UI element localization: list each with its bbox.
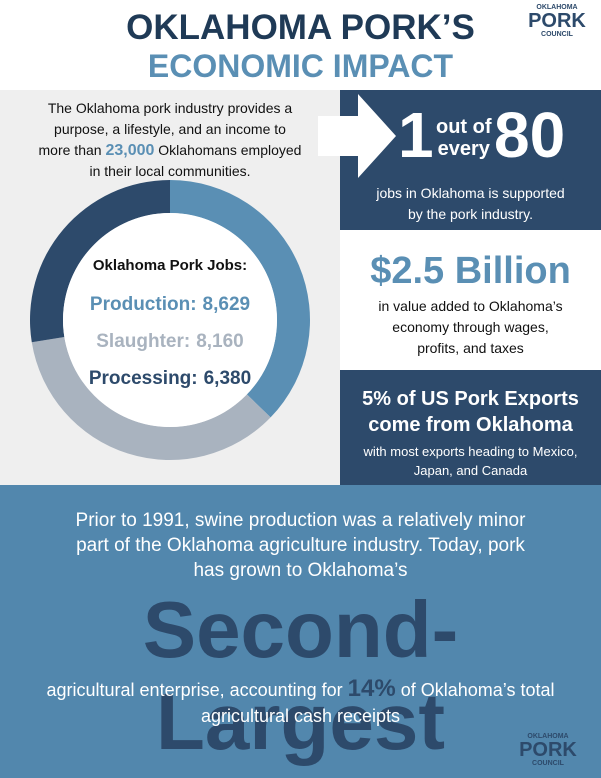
value-headline: $2.5 Billion xyxy=(370,250,571,292)
jobs-denominator: 80 xyxy=(494,99,566,171)
logo-top: OKLAHOMA xyxy=(536,4,578,11)
intro-line: more than 23,000 Oklahomans employed xyxy=(0,140,340,161)
jobs-box xyxy=(340,90,601,230)
title-line-1: OKLAHOMA PORK’S xyxy=(126,8,475,47)
logo-main: PORK xyxy=(519,739,577,761)
donut-segment xyxy=(170,180,310,418)
jobs-caption: jobs in Oklahoma is supported by the por… xyxy=(340,183,601,225)
bottom-panel xyxy=(0,485,601,778)
closing: agricultural enterprise, accounting for … xyxy=(0,676,601,729)
exports-box xyxy=(340,370,601,485)
intro-line: in their local communities. xyxy=(89,163,251,179)
intro-text: more than xyxy=(38,142,102,158)
logo-main: PORK xyxy=(528,10,586,32)
donut-chart: Oklahoma Pork Jobs: Production: 8,629 Slaug… xyxy=(29,180,310,460)
category-label: Production: xyxy=(90,294,197,315)
headline-line: 5% of US Pork Exports xyxy=(362,388,579,410)
logo-top: OKLAHOMA xyxy=(527,733,569,740)
segment-label: Processing: 6,380 xyxy=(89,368,251,389)
logo: OKLAHOMA PORK COUNCIL xyxy=(508,733,588,767)
value-label: 8,160 xyxy=(196,331,244,352)
bottom-line: part of the Oklahoma agriculture industr… xyxy=(76,535,525,556)
chart-title: Oklahoma Pork Jobs: xyxy=(93,257,247,274)
logo-bottom: COUNCIL xyxy=(532,760,564,767)
jobs-connector: out of every xyxy=(436,116,492,160)
bottom-headline: Second-Largest xyxy=(142,585,459,766)
arrow xyxy=(318,94,396,178)
title-line-2: ECONOMIC IMPACT xyxy=(147,48,454,84)
closing-text: of Oklahoma’s total xyxy=(400,680,555,700)
intro-highlight: 23,000 xyxy=(105,142,155,159)
caption-line: Japan, and Canada xyxy=(413,463,528,478)
bottom-text: Prior to 1991, swine production was a re… xyxy=(0,508,601,583)
caption-line: jobs in Oklahoma is supported xyxy=(376,185,565,201)
caption-line: with most exports heading to Mexico, xyxy=(363,444,578,459)
logo: OKLAHOMA PORK COUNCIL xyxy=(520,4,594,38)
donut-segment xyxy=(31,336,271,460)
bottom-line: Prior to 1991, swine production was a re… xyxy=(75,510,526,531)
segment-label: Production: 8,629 xyxy=(90,294,250,315)
exports-headline: 5% of US Pork Exports come from Oklahoma xyxy=(340,386,601,438)
value-label: 8,629 xyxy=(203,294,251,315)
intro-text: Oklahomans employed xyxy=(158,142,302,158)
bottom-line: has grown to Oklahoma’s xyxy=(193,560,408,581)
intro-line: purpose, a lifestyle, and an income to xyxy=(54,121,286,137)
donut-segment xyxy=(29,180,170,343)
headline-line: come from Oklahoma xyxy=(368,414,573,436)
connector-line: every xyxy=(437,138,490,160)
jobs-numerator: 1 xyxy=(398,99,434,171)
caption-line: profits, and taxes xyxy=(417,340,524,356)
exports-caption: with most exports heading to Mexico, Jap… xyxy=(340,442,601,480)
connector-line: out of xyxy=(436,116,492,138)
logo-bottom: COUNCIL xyxy=(541,31,573,38)
caption-line: by the pork industry. xyxy=(407,206,534,222)
category-label: Slaughter: xyxy=(96,331,190,352)
caption-line: in value added to Oklahoma’s xyxy=(378,298,563,314)
donut-hole xyxy=(63,213,277,427)
caption-line: economy through wages, xyxy=(392,319,549,335)
intro: The Oklahoma pork industry provides a pu… xyxy=(0,98,340,182)
intro-line: The Oklahoma pork industry provides a xyxy=(47,100,293,116)
closing-highlight: 14% xyxy=(347,675,396,702)
segment-label: Slaughter: 8,160 xyxy=(96,331,244,352)
closing-text: agricultural enterprise, accounting for xyxy=(46,680,343,700)
closing-line: agricultural cash receipts xyxy=(200,706,401,726)
value-caption: in value added to Oklahoma’s economy thr… xyxy=(340,296,601,359)
value-label: 6,380 xyxy=(204,368,252,389)
closing-line: agricultural enterprise, accounting for … xyxy=(0,676,601,703)
category-label: Processing: xyxy=(89,368,198,389)
